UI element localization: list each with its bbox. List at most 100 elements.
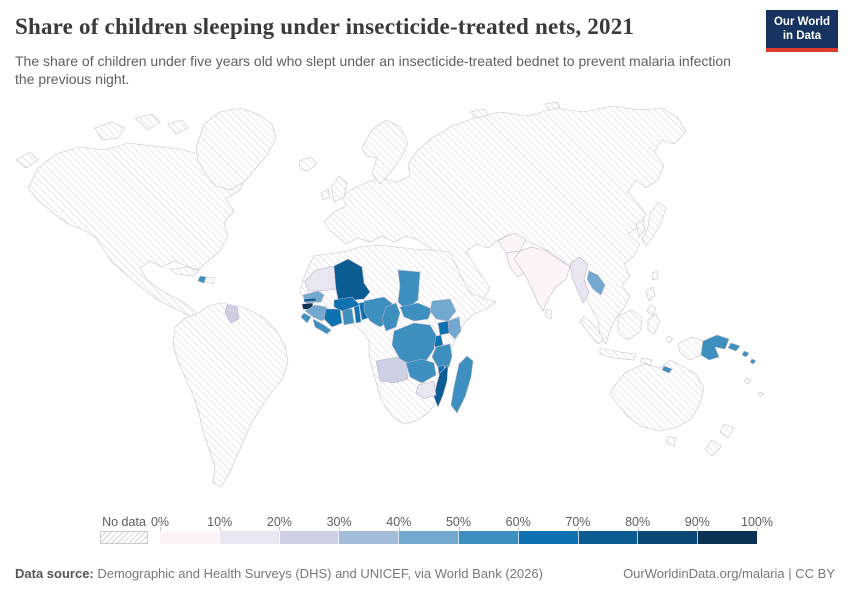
map-legend: No data 0% 10% 20% 30% 40% 50% 60% 70% 80% 90% 100… [0, 514, 850, 550]
legend-bin-3[interactable] [338, 531, 399, 544]
world-map [0, 100, 850, 505]
landmass-taiwan [651, 270, 659, 281]
landmass-ireland [320, 188, 331, 201]
legend-tick-line [279, 527, 281, 531]
country-tanzania[interactable] [431, 343, 453, 368]
country-gambia[interactable] [303, 297, 317, 303]
country-liberia[interactable] [312, 318, 332, 335]
legend-bin-5[interactable] [457, 531, 518, 544]
landmass-philippines-2 [646, 304, 657, 317]
data-countries [197, 232, 757, 414]
legend-tick-label: 40% [386, 515, 412, 529]
landmass-new-zealand-south [704, 439, 723, 457]
landmass-south-america [172, 302, 289, 488]
country-kenya[interactable] [447, 316, 462, 340]
landmass-greenland [195, 107, 277, 191]
legend-bin-8[interactable] [637, 531, 698, 544]
legend-tick-line [219, 527, 221, 531]
country-cameroon[interactable] [381, 302, 401, 332]
landmass-sumatra [579, 315, 605, 345]
landmass-arctic-islands-3 [167, 119, 189, 135]
legend-bin-6[interactable] [517, 531, 578, 544]
country-solomon-islands[interactable] [741, 350, 750, 358]
legend-tick-label: 90% [684, 515, 710, 529]
country-afghanistan[interactable] [497, 232, 527, 254]
landmass-borneo [617, 309, 643, 341]
landmass-russian-arctic [544, 101, 561, 111]
no-data-swatch[interactable] [100, 531, 148, 544]
legend-bin-7[interactable] [577, 531, 638, 544]
landmass-alaska-islands [15, 151, 39, 169]
legend-tick-label: 60% [505, 515, 531, 529]
legend-color-bar: 0% 10% 20% 30% 40% 50% 60% 70% 80% 90% 100% [151, 515, 773, 544]
legend-tick-line [160, 527, 161, 531]
legend-tick-line [518, 527, 520, 531]
landmass-korea [635, 219, 646, 238]
country-papua-new-guinea-new-britain[interactable] [727, 342, 741, 352]
legend-tick-line [458, 527, 460, 531]
country-haiti[interactable] [197, 275, 207, 284]
landmass-uk [330, 175, 348, 203]
attribution-link[interactable]: OurWorldinData.org/malaria | CC BY [623, 566, 835, 581]
chart-footer: Data source: Demographic and Health Surv… [15, 566, 835, 581]
country-papua-new-guinea[interactable] [700, 334, 730, 361]
country-madagascar[interactable] [450, 355, 474, 414]
landmass-sulawesi [647, 313, 661, 335]
legend-tick-label: 70% [565, 515, 591, 529]
legend-tick-label: 10% [207, 515, 233, 529]
country-zimbabwe[interactable] [415, 380, 437, 400]
legend-tick-line [637, 527, 639, 531]
chart-subtitle: The share of children under five years o… [15, 53, 731, 88]
landmass-philippines [645, 286, 656, 302]
data-source: Data source: Demographic and Health Surv… [15, 566, 543, 581]
legend-tick-label: 30% [326, 515, 352, 529]
data-source-label: Data source: [15, 566, 94, 581]
country-timor-leste[interactable] [661, 365, 673, 374]
landmass-north-america [27, 142, 247, 317]
landmass-iceland [298, 156, 318, 172]
legend-tick-line [398, 527, 400, 531]
landmass-tasmania [665, 435, 677, 447]
no-data-landmasses [15, 101, 765, 488]
country-central-african-republic[interactable] [399, 302, 433, 322]
country-zambia[interactable] [405, 358, 437, 384]
legend-bin-0[interactable] [160, 531, 219, 544]
owid-logo: Our World in Data [765, 10, 838, 53]
page-title: Share of children sleeping under insecti… [15, 14, 635, 39]
country-cote-divoire[interactable] [323, 308, 343, 328]
no-data-label: No data [102, 515, 146, 529]
landmass-fiji [757, 391, 765, 398]
owid-logo-line1: Our World [773, 16, 830, 28]
legend-tick-line [697, 527, 699, 531]
country-ghana[interactable] [341, 308, 355, 326]
landmass-japan [641, 201, 667, 247]
country-india[interactable] [513, 246, 571, 312]
landmass-new-zealand-north [719, 423, 735, 439]
legend-bin-2[interactable] [278, 531, 339, 544]
landmass-sri-lanka [544, 308, 553, 320]
owid-logo-line2: in Data [782, 29, 822, 42]
country-angola[interactable] [375, 356, 409, 384]
landmass-moluccas [665, 335, 674, 344]
country-solomon-islands-2[interactable] [749, 358, 757, 365]
country-burkina-faso[interactable] [333, 296, 361, 312]
landmass-australia [609, 359, 705, 432]
country-dr-congo[interactable] [391, 322, 437, 366]
landmass-java [599, 347, 637, 361]
landmass-arctic-islands-2 [134, 113, 161, 131]
country-laos[interactable] [586, 270, 606, 296]
country-sierra-leone[interactable] [300, 312, 312, 324]
landmass-svalbard [469, 108, 489, 119]
legend-bin-1[interactable] [218, 531, 279, 544]
country-mozambique[interactable] [433, 364, 449, 408]
country-guyana[interactable] [224, 304, 240, 324]
legend-bin-9[interactable] [697, 531, 757, 544]
landmass-arctic-islands [94, 121, 126, 141]
legend-tick-line [577, 527, 579, 531]
country-myanmar[interactable] [569, 256, 590, 304]
data-source-text: Demographic and Health Surveys (DHS) and… [93, 566, 543, 581]
legend-tick-label: 0% [150, 515, 170, 529]
legend-bin-4[interactable] [398, 531, 458, 544]
landmass-west-new-guinea [677, 336, 704, 361]
